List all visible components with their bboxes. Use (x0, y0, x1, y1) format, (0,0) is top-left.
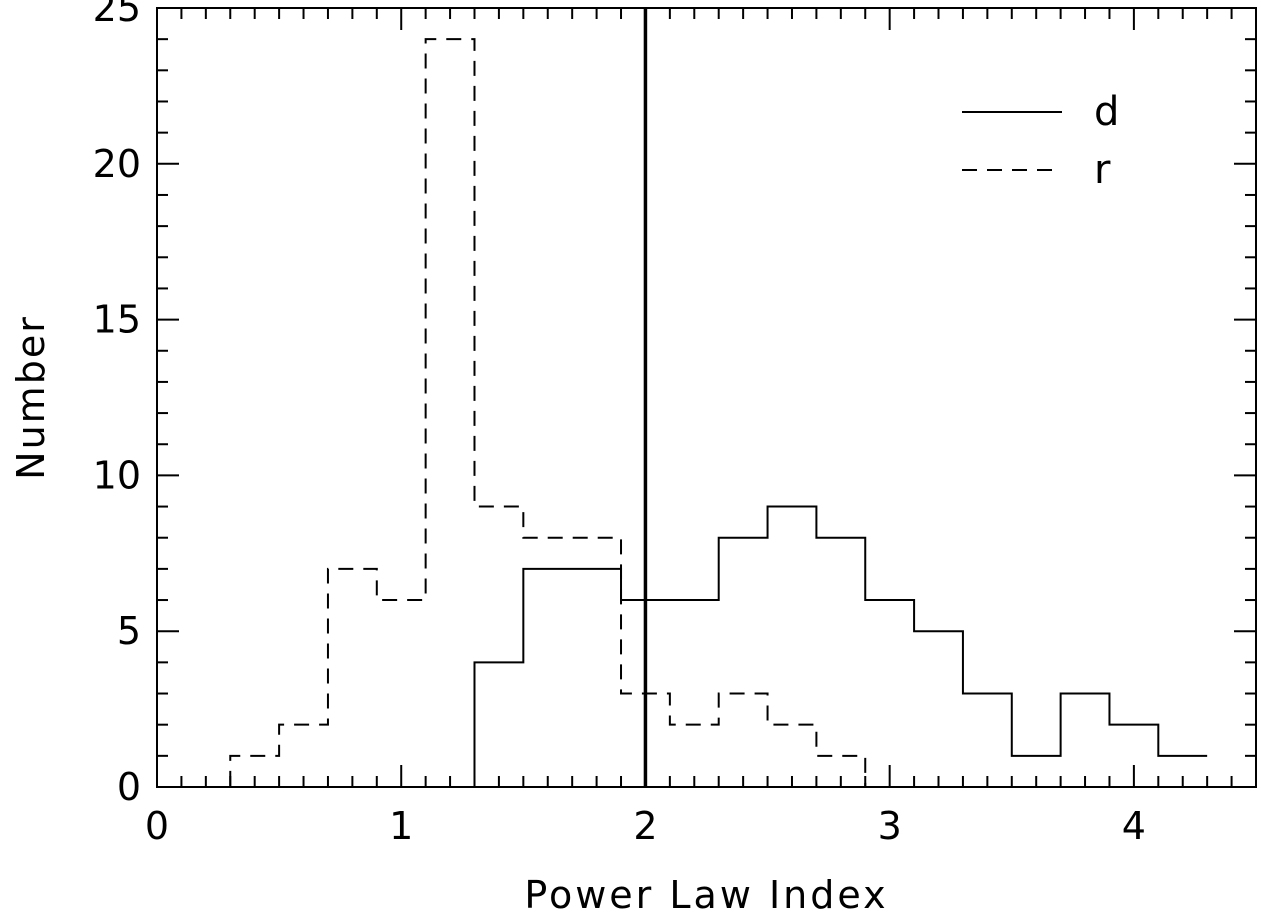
x-tick-label: 2 (633, 804, 657, 848)
series-layer (181, 38, 1208, 788)
y-tick-label: 15 (93, 298, 141, 342)
y-tick-label: 20 (93, 142, 141, 186)
axis-ticks (156, 7, 1257, 788)
y-tick-label: 5 (117, 609, 141, 653)
legend: dr (962, 89, 1119, 193)
legend-label-r: r (1094, 147, 1111, 193)
x-tick-label: 1 (389, 804, 413, 848)
y-axis-label: Number (9, 315, 53, 480)
x-tick-label: 4 (1122, 804, 1146, 848)
y-tick-label: 10 (93, 453, 141, 497)
legend-label-d: d (1094, 89, 1119, 135)
x-tick-label: 0 (145, 804, 169, 848)
series-d-line (181, 505, 1208, 788)
y-tick-label: 25 (93, 0, 141, 30)
x-tick-label: 3 (878, 804, 902, 848)
plot-frame (156, 7, 1257, 788)
series-r-line (181, 38, 1208, 788)
y-tick-label: 0 (117, 765, 141, 809)
axis-tick-labels: 0 1 2 3 4 0 5 10 15 20 25 (93, 0, 1146, 848)
x-axis-label: Power Law Index (524, 873, 888, 917)
